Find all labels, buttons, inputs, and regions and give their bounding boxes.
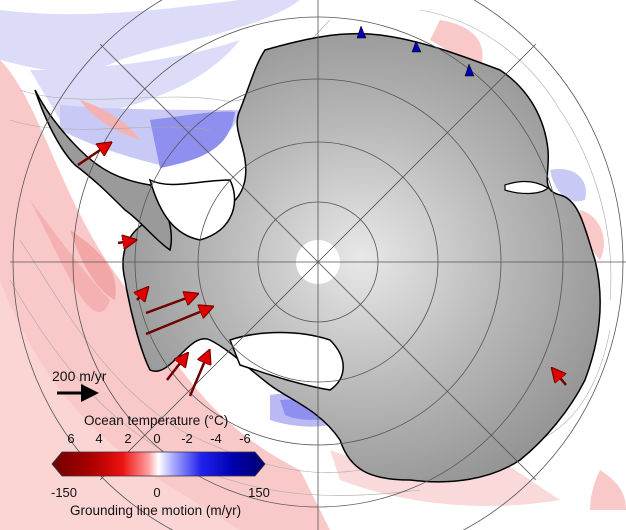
colorbar-top-tick: 6	[67, 431, 75, 446]
colorbar-top-tick: 0	[153, 431, 161, 446]
colorbar-top-tick: -2	[181, 431, 193, 446]
colorbar-top-tick: -6	[239, 431, 251, 446]
scale-arrow-label: 200 m/yr	[52, 368, 107, 384]
colorbar-top-tick: 2	[124, 431, 132, 446]
velocity-arrows-red	[77, 146, 567, 397]
colorbar	[51, 451, 266, 477]
colorbar-top-tick: 4	[95, 431, 103, 446]
colorbar-bottom-tick: 150	[248, 485, 270, 500]
colorbar-top-tick: -4	[210, 431, 222, 446]
velocity-arrows-blue	[356, 25, 475, 77]
colorbar-bottom-tick: -150	[50, 485, 78, 500]
colorbar-bottom-title: Grounding line motion (m/yr)	[70, 503, 242, 518]
colorbar-top-title: Ocean temperature (°C)	[84, 413, 229, 428]
colorbar-bottom-tick: 0	[153, 485, 161, 500]
graticule-grid	[10, 0, 626, 530]
